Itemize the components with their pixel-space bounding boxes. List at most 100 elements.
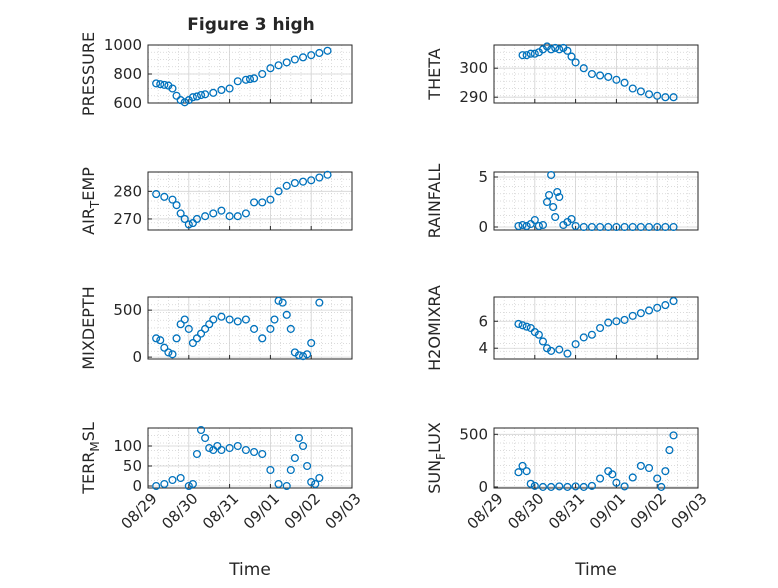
data-point — [172, 201, 181, 210]
y-tick-label: 6 — [478, 312, 488, 330]
data-point — [241, 315, 250, 324]
data-point — [636, 461, 645, 470]
data-point — [526, 323, 535, 333]
data-point — [282, 310, 291, 319]
data-point — [547, 482, 556, 491]
data-point — [628, 473, 637, 482]
y-axis-label: MIXDEPTH — [79, 286, 98, 369]
data-point — [266, 465, 275, 475]
data-point — [188, 338, 197, 348]
y-tick-label: 270 — [113, 210, 142, 228]
data-point — [233, 77, 242, 86]
data-point — [286, 324, 295, 333]
data-point — [551, 212, 560, 222]
y-tick-label: 300 — [459, 59, 488, 77]
data-point — [620, 315, 629, 324]
axes-box — [493, 296, 699, 360]
data-point — [579, 482, 588, 491]
y-axis-label: AIRTEMP — [79, 167, 102, 235]
data-point — [567, 214, 576, 224]
data-point — [315, 298, 324, 307]
data-point — [286, 465, 295, 475]
data-point — [176, 320, 185, 329]
data-point — [205, 320, 214, 329]
data-point — [188, 93, 197, 102]
data-point — [518, 51, 527, 60]
data-point — [644, 463, 654, 473]
data-point — [644, 90, 654, 99]
data-point — [628, 84, 637, 93]
data-point — [217, 312, 226, 321]
data-point — [547, 346, 556, 355]
data-point — [628, 311, 637, 320]
data-point — [311, 479, 320, 489]
data-point — [514, 468, 523, 477]
data-point — [290, 55, 299, 64]
data-point — [549, 202, 558, 212]
data-point — [152, 79, 161, 88]
data-point — [196, 425, 206, 435]
data-point — [168, 84, 177, 93]
data-point — [241, 75, 250, 84]
figure-title: Figure 3 high — [187, 15, 315, 35]
data-point — [205, 443, 214, 453]
data-point — [184, 481, 193, 491]
data-point — [657, 482, 666, 491]
y-tick-label: 500 — [113, 301, 142, 319]
data-point — [542, 344, 552, 353]
data-point — [612, 222, 621, 232]
data-point — [278, 298, 287, 307]
y-tick-label: 100 — [113, 437, 142, 455]
data-point — [188, 479, 197, 489]
subplot-pressure: 600 800 1000 PRESSURE — [79, 32, 353, 116]
data-point — [213, 441, 222, 451]
data-point — [571, 58, 580, 67]
axes-box — [147, 171, 353, 231]
data-point — [571, 482, 580, 491]
data-point — [258, 449, 267, 459]
data-point — [152, 190, 161, 199]
data-point — [180, 315, 189, 324]
data-point — [547, 170, 556, 180]
data-point — [270, 315, 279, 324]
data-point — [217, 206, 226, 215]
data-point — [307, 477, 316, 487]
y-tick-label: 0 — [132, 477, 142, 495]
axes-box — [147, 44, 353, 104]
y-axis-label: SUNFLUX — [425, 422, 448, 494]
data-point — [612, 317, 621, 326]
y-axis-label: THETA — [425, 48, 444, 100]
data-point — [266, 195, 275, 204]
data-point — [530, 49, 539, 58]
data-point — [188, 219, 197, 228]
data-point — [241, 209, 250, 218]
data-point — [596, 222, 605, 232]
data-point — [196, 90, 206, 100]
axes-box — [493, 44, 699, 104]
y-tick-label: 600 — [113, 94, 142, 112]
data-point — [547, 45, 556, 54]
data-point — [168, 475, 177, 485]
data-point — [168, 195, 177, 204]
data-point — [669, 93, 678, 102]
data-point — [563, 349, 572, 358]
data-point — [298, 352, 308, 361]
data-point — [282, 481, 291, 491]
data-point — [669, 222, 678, 232]
x-tick-label: 08/29 — [117, 490, 160, 533]
data-point — [196, 329, 206, 338]
data-point — [180, 98, 189, 107]
data-point — [160, 80, 169, 89]
y-tick-label: 0 — [132, 348, 142, 366]
data-point — [294, 351, 304, 360]
data-point — [571, 340, 580, 349]
data-point — [323, 170, 332, 179]
subplot-air-temp: 270 280 AIRTEMP — [79, 167, 353, 235]
data-point — [579, 333, 588, 342]
data-point — [225, 443, 234, 453]
data-point — [172, 91, 181, 100]
data-point — [534, 330, 543, 339]
x-tick-label: 08/29 — [463, 490, 506, 533]
data-point — [298, 177, 308, 186]
y-axis-label: RAINFALL — [425, 164, 444, 239]
